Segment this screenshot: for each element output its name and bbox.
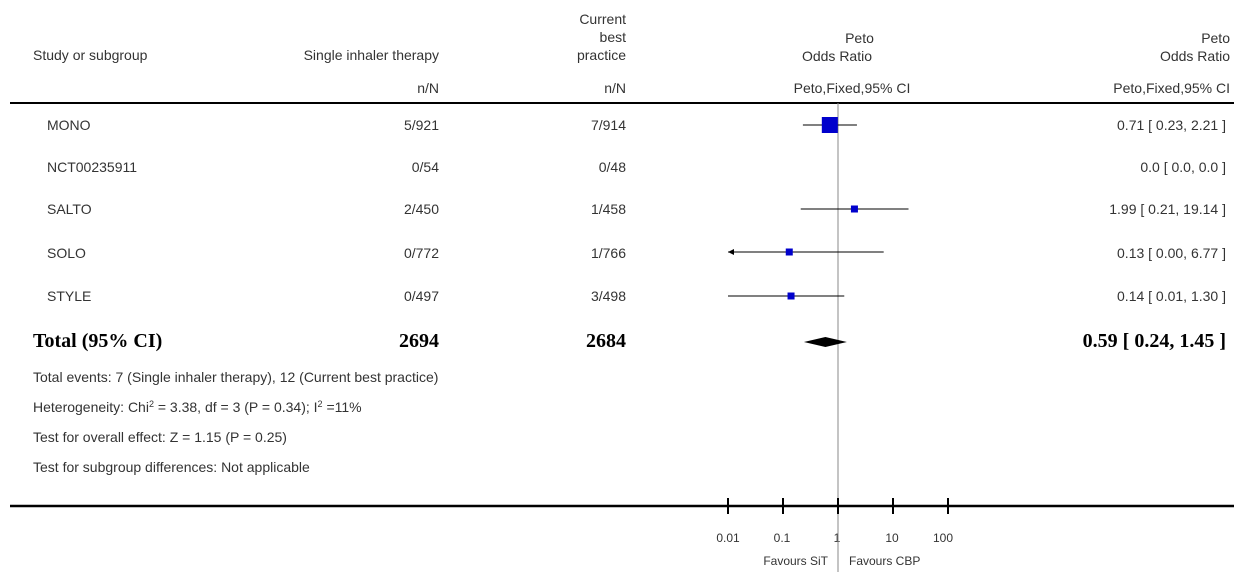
total-n1: 2694 xyxy=(399,330,439,352)
study-n2-solo: 1/766 xyxy=(590,245,626,261)
study-ci-nct00235911: 0.0 [ 0.0, 0.0 ] xyxy=(1140,159,1226,175)
point-marker-salto xyxy=(850,205,858,213)
axis-tick-label-0.1: 0.1 xyxy=(773,531,791,545)
study-name-nct00235911: NCT00235911 xyxy=(47,159,138,175)
study-ci-salto: 1.99 [ 0.21, 19.14 ] xyxy=(1109,201,1226,217)
study-n1-nct00235911: 0/54 xyxy=(411,159,439,175)
header-ci-line2: Odds Ratio xyxy=(1159,48,1230,64)
axis-tick-label-0.01: 0.01 xyxy=(716,531,740,545)
heterogeneity-part-b: = 3.38, df = 3 (P = 0.34); I xyxy=(153,399,318,415)
header-effect-line2: Odds Ratio xyxy=(801,48,873,64)
study-ci-solo: 0.13 [ 0.00, 6.77 ] xyxy=(1117,245,1226,261)
point-marker-solo xyxy=(785,248,793,256)
study-name-salto: SALTO xyxy=(47,201,92,217)
axis-tick-label-100: 100 xyxy=(932,531,954,545)
study-ci-style: 0.14 [ 0.01, 1.30 ] xyxy=(1117,288,1226,304)
heterogeneity-part-a: Heterogeneity: Chi xyxy=(33,399,149,415)
header-ci-label: Peto Odds Ratio xyxy=(1160,29,1230,65)
total-label: Total (95% CI) xyxy=(33,330,163,352)
point-marker-mono xyxy=(821,117,838,133)
footnote-heterogeneity: Heterogeneity: Chi2 = 3.38, df = 3 (P = … xyxy=(33,399,362,415)
total-ci: 0.59 [ 0.24, 1.45 ] xyxy=(1082,330,1226,352)
study-marks xyxy=(728,117,909,300)
header-ci-line1: Peto xyxy=(1201,30,1230,46)
point-marker-style xyxy=(787,292,795,300)
ci-arrow-solo xyxy=(728,249,734,255)
pooled-diamond xyxy=(803,337,847,347)
study-n1-salto: 2/450 xyxy=(403,201,439,217)
header-group1-label: Single inhaler therapy xyxy=(303,47,439,63)
total-n2: 2684 xyxy=(586,330,626,352)
study-n2-mono: 7/914 xyxy=(590,117,626,133)
footnote-subgroup: Test for subgroup differences: Not appli… xyxy=(33,459,310,475)
study-ci-mono: 0.71 [ 0.23, 2.21 ] xyxy=(1117,117,1226,133)
header-group2-line3: practice xyxy=(576,47,626,63)
axis-ticks xyxy=(727,498,949,514)
study-name-solo: SOLO xyxy=(47,245,86,261)
heterogeneity-sup-1: 2 xyxy=(148,399,154,409)
header-group2-label: Current best practice xyxy=(577,10,626,64)
header-group2-line1: Current xyxy=(579,11,626,27)
study-name-mono: MONO xyxy=(47,117,91,133)
study-n2-style: 3/498 xyxy=(590,288,626,304)
study-n2-nct00235911: 0/48 xyxy=(598,159,626,175)
favours-right-label: Favours CBP xyxy=(849,554,921,568)
ci-method-label: Peto,Fixed,95% CI xyxy=(1113,80,1230,96)
axis-tick-label-10: 10 xyxy=(885,531,899,545)
header-study-label: Study or subgroup xyxy=(33,47,148,63)
study-name-style: STYLE xyxy=(47,288,92,304)
footnote-events: Total events: 7 (Single inhaler therapy)… xyxy=(33,369,439,385)
n-label-group2: n/N xyxy=(604,80,626,96)
axis-tick-label-1: 1 xyxy=(833,531,841,545)
study-n1-mono: 5/921 xyxy=(403,117,439,133)
study-n1-style: 0/497 xyxy=(403,288,439,304)
heterogeneity-part-c: =11% xyxy=(322,399,362,415)
header-effect-line1: Peto xyxy=(845,30,874,46)
study-n2-salto: 1/458 xyxy=(590,201,626,217)
favours-left-label: Favours SiT xyxy=(763,554,828,568)
effect-method-label: Peto,Fixed,95% CI xyxy=(793,80,911,96)
n-label-group1: n/N xyxy=(417,80,439,96)
header-group2-line2: best xyxy=(599,29,626,45)
pooled-mark xyxy=(803,337,847,347)
header-effect-label: Peto Odds Ratio xyxy=(737,29,937,65)
footnote-overall-effect: Test for overall effect: Z = 1.15 (P = 0… xyxy=(33,429,287,445)
heterogeneity-sup-2: 2 xyxy=(317,399,323,409)
study-n1-solo: 0/772 xyxy=(403,245,439,261)
